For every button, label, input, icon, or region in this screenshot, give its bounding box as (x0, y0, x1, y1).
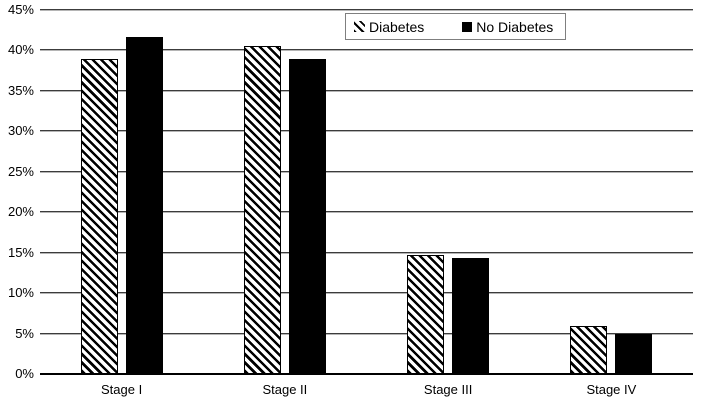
bar-diabetes-stage-ii (243, 46, 281, 374)
gridline-15- (40, 251, 693, 253)
gridline-40- (40, 49, 693, 51)
black-square-icon (462, 21, 473, 32)
y-axis-tick-label: 5% (15, 325, 34, 341)
bar-diabetes-stage-iv (570, 326, 608, 374)
category-group-stage-i (40, 10, 203, 374)
x-axis-line (40, 373, 693, 375)
legend: Diabetes No Diabetes (345, 13, 567, 40)
y-axis-tick-label: 40% (7, 42, 34, 58)
category-group-stage-iv (530, 10, 693, 374)
plot-area: Diabetes No Diabetes (40, 9, 693, 375)
legend-item-diabetes: Diabetes (354, 19, 424, 35)
legend-label: No Diabetes (476, 18, 554, 35)
x-axis-tick-label-stage-i: Stage I (101, 382, 143, 397)
category-group-stage-iii (367, 10, 530, 374)
x-axis-tick-label-stage-ii: Stage II (262, 382, 308, 397)
gridline-25- (40, 170, 693, 172)
bar-no-diabetes-stage-iv (615, 333, 653, 374)
hatched-square-icon (354, 21, 365, 32)
y-axis-tick-label: 0% (15, 366, 34, 381)
bar-no-diabetes-stage-ii (288, 58, 326, 374)
y-axis-tick-label: 20% (7, 204, 34, 220)
y-axis-tick-label: 30% (7, 123, 34, 139)
gridline-35- (40, 89, 693, 91)
y-axis-tick-label: 35% (7, 82, 34, 98)
x-axis-tick-label-stage-iii: Stage III (423, 382, 473, 397)
legend-item-no-diabetes: No Diabetes (462, 19, 553, 35)
category-group-stage-ii (203, 10, 366, 374)
gridline-10- (40, 292, 693, 294)
y-axis-tick-label: 45% (7, 2, 34, 17)
bar-diabetes-stage-i (80, 58, 118, 374)
x-axis-tick-label-stage-iv: Stage IV (586, 382, 637, 397)
bar-diabetes-stage-iii (407, 255, 445, 374)
gridline-45- (40, 9, 693, 10)
y-axis-tick-label: 25% (7, 163, 34, 179)
bar-no-diabetes-stage-iii (452, 257, 490, 374)
gridline-30- (40, 130, 693, 132)
y-axis-tick-label: 10% (7, 285, 34, 301)
gridline-5- (40, 332, 693, 334)
gridline-20- (40, 211, 693, 213)
bar-no-diabetes-stage-i (125, 36, 163, 374)
legend-label: Diabetes (369, 18, 425, 35)
y-axis-tick-label: 15% (7, 244, 34, 260)
